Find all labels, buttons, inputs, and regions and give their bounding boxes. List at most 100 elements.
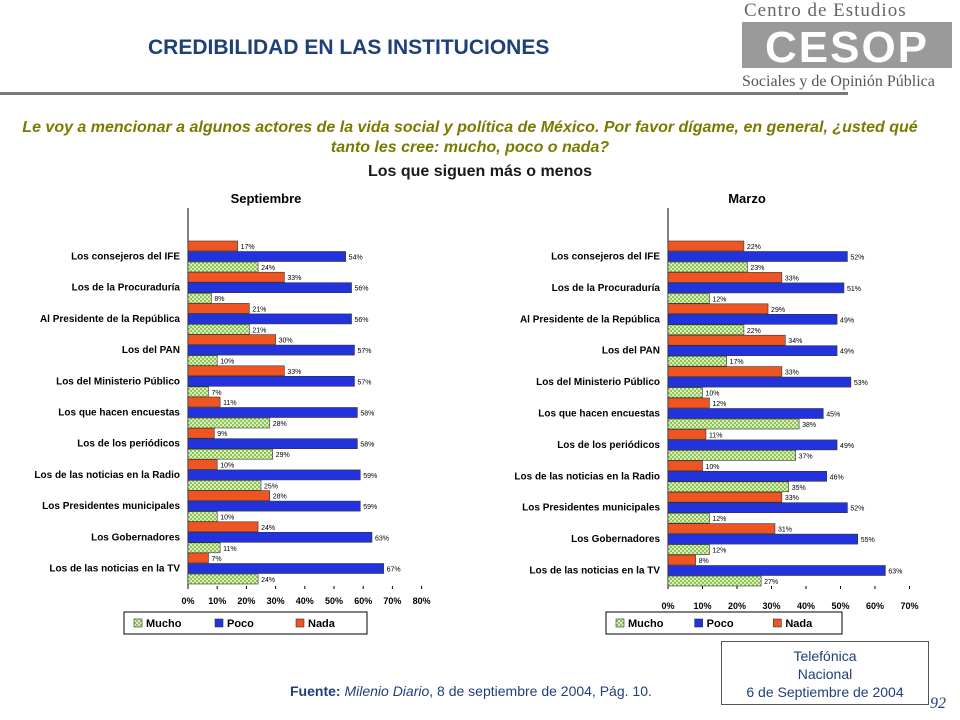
source-note: Fuente: Milenio Diario, 8 de septiembre … [290,683,652,699]
category-label: Los consejeros del IFE [551,252,660,263]
bar-nada [667,303,769,315]
bar-mucho [187,386,209,398]
data-label: 45% [826,412,840,419]
x-tick-label: 60% [866,601,884,611]
data-label: 12% [712,296,726,303]
bar-poco [187,313,352,325]
source-publication: Milenio Diario [344,683,430,699]
data-label: 49% [840,443,854,450]
bar-poco [667,251,848,262]
data-label: 52% [850,506,864,513]
data-label: 11% [223,546,237,553]
bar-mucho [187,480,262,491]
logo-top-text: Centro de Estudios [744,0,907,21]
chart-subtitle: Los que siguen más o menos [367,163,593,180]
bar-mucho [667,418,800,430]
legend-box [123,611,368,635]
page-title: CREDIBILIDAD EN LAS INSTITUCIONES [148,36,550,59]
legend-swatch-nada [295,618,305,628]
data-label: 58% [360,442,374,449]
data-label: 27% [764,579,778,586]
category-label: Los Gobernadores [91,532,180,543]
bar-mucho [187,324,250,335]
data-label: 10% [706,464,720,471]
data-label: 8% [214,296,224,303]
data-label: 33% [287,275,301,282]
data-label: 8% [699,558,709,565]
category-label: Los Presidentes municipales [522,503,660,514]
data-label: 12% [712,401,726,408]
data-label: 30% [279,338,293,345]
bar-poco [667,533,859,545]
data-label: 22% [747,328,761,335]
data-label: 35% [792,485,806,492]
bar-poco [667,313,838,325]
info-line-1: Telefónica [793,648,857,664]
bar-poco [667,282,845,294]
data-label: 17% [730,359,744,366]
x-tick-label: 30% [762,601,780,611]
legend-swatch-mucho [133,618,143,628]
category-label: Los de las noticias en la Radio [514,471,660,482]
data-label: 9% [217,431,227,438]
bar-poco [667,376,852,388]
bar-nada [187,240,238,252]
data-label: 24% [261,265,275,272]
data-label: 10% [220,462,234,469]
bar-poco [667,345,838,357]
data-label: 49% [840,317,854,324]
data-label: 34% [788,338,802,345]
legend-label: Mucho [146,618,182,630]
bar-mucho [187,261,259,273]
data-label: 56% [355,286,369,293]
bar-nada [667,523,776,534]
category-label: Los de los periódicos [77,439,180,450]
data-label: 46% [830,474,844,481]
category-label: Al Presidente de la República [40,314,180,325]
bar-mucho [667,387,703,398]
bar-nada [187,521,259,533]
bar-nada [667,366,783,377]
bar-nada [187,552,209,564]
bar-nada [187,271,285,283]
bar-mucho [187,417,271,429]
bar-poco [187,251,346,262]
bar-nada [667,334,786,346]
logo-bottom-text: Sociales y de Opinión Pública [742,73,935,90]
data-label: 21% [252,327,266,334]
legend-swatch-nada [773,618,782,628]
bar-poco [187,469,361,481]
x-tick-label: 30% [267,596,285,606]
bar-nada [667,554,696,566]
legend-label: Nada [308,618,336,630]
x-tick-label: 20% [728,601,746,611]
bar-nada [187,396,221,408]
cesop-logo: Centro de Estudios CESOP Sociales y de O… [742,0,952,90]
data-label: 29% [276,452,290,459]
category-label: Los que hacen encuestas [538,409,660,420]
bar-poco [667,502,848,514]
chart-marzo: Marzo 0% 10% 20% 30% 40% 50% 60% 70% 22% 52% 23% Los… [514,191,919,635]
data-label: 29% [771,307,785,314]
header-divider [0,92,848,95]
bar-mucho [667,355,727,367]
legend-label: Mucho [628,618,664,630]
x-tick-label: 0% [181,596,194,606]
data-label: 10% [220,359,234,366]
info-line-2: Nacional [797,666,853,682]
bar-mucho [667,261,748,273]
data-label: 23% [750,265,764,272]
data-label: 59% [363,504,377,511]
bar-poco [187,563,384,574]
x-tick-label: 70% [900,601,918,611]
data-label: 12% [712,516,726,523]
data-label: 33% [785,495,799,502]
bar-nada [187,303,250,314]
legend-swatch-poco [214,618,224,628]
data-label: 33% [785,370,799,377]
data-label: 28% [273,421,287,428]
bar-mucho [667,450,796,461]
legend-swatch-poco [694,618,703,628]
bar-nada [187,427,215,439]
